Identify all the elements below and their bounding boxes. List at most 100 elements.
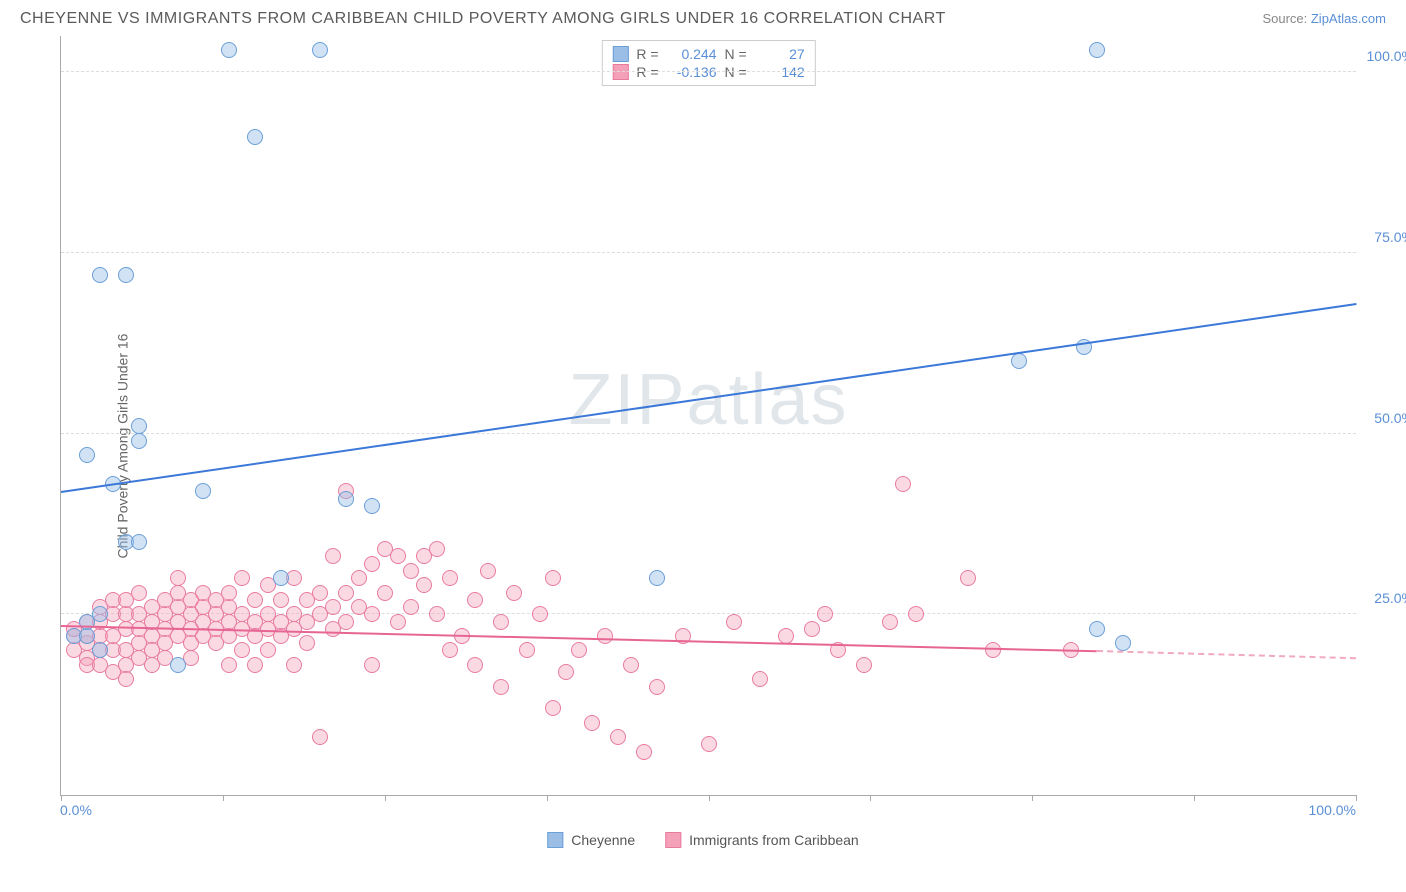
scatter-point bbox=[429, 606, 445, 622]
scatter-point bbox=[351, 570, 367, 586]
scatter-point bbox=[338, 614, 354, 630]
r-value-series1: 0.244 bbox=[667, 46, 717, 62]
scatter-point bbox=[701, 736, 717, 752]
scatter-point bbox=[312, 585, 328, 601]
scatter-point bbox=[92, 267, 108, 283]
stats-row-series1: R = 0.244 N = 27 bbox=[612, 45, 804, 63]
scatter-point bbox=[817, 606, 833, 622]
source-attribution: Source: ZipAtlas.com bbox=[1262, 11, 1386, 26]
scatter-point bbox=[338, 491, 354, 507]
scatter-point bbox=[519, 642, 535, 658]
scatter-point bbox=[390, 614, 406, 630]
stats-legend: R = 0.244 N = 27 R = -0.136 N = 142 bbox=[601, 40, 815, 86]
source-label: Source: bbox=[1262, 11, 1310, 26]
swatch-series1 bbox=[612, 46, 628, 62]
scatter-point bbox=[221, 42, 237, 58]
plot-area: ZIPatlas R = 0.244 N = 27 R = -0.136 N =… bbox=[60, 36, 1356, 796]
scatter-point bbox=[467, 592, 483, 608]
chart-title: CHEYENNE VS IMMIGRANTS FROM CARIBBEAN CH… bbox=[20, 10, 946, 28]
n-value-series1: 27 bbox=[755, 46, 805, 62]
scatter-point bbox=[131, 418, 147, 434]
scatter-point bbox=[480, 563, 496, 579]
y-tick-label: 100.0% bbox=[1367, 48, 1406, 64]
scatter-point bbox=[584, 715, 600, 731]
source-link[interactable]: ZipAtlas.com bbox=[1311, 11, 1386, 26]
scatter-point bbox=[247, 657, 263, 673]
scatter-point bbox=[985, 642, 1001, 658]
scatter-point bbox=[442, 570, 458, 586]
correlation-chart: Child Poverty Among Girls Under 16 ZIPat… bbox=[10, 36, 1396, 856]
scatter-point bbox=[493, 614, 509, 630]
gridline bbox=[61, 433, 1356, 434]
scatter-point bbox=[506, 585, 522, 601]
scatter-point bbox=[610, 729, 626, 745]
x-tick bbox=[709, 795, 710, 801]
scatter-point bbox=[273, 592, 289, 608]
scatter-point bbox=[726, 614, 742, 630]
scatter-point bbox=[92, 642, 108, 658]
scatter-point bbox=[364, 556, 380, 572]
scatter-point bbox=[234, 570, 250, 586]
x-tick bbox=[223, 795, 224, 801]
scatter-point bbox=[467, 657, 483, 673]
scatter-point bbox=[221, 657, 237, 673]
scatter-point bbox=[908, 606, 924, 622]
scatter-point bbox=[325, 599, 341, 615]
swatch-series1 bbox=[547, 832, 563, 848]
scatter-point bbox=[532, 606, 548, 622]
trend-line bbox=[61, 303, 1356, 493]
scatter-point bbox=[545, 700, 561, 716]
scatter-point bbox=[623, 657, 639, 673]
scatter-point bbox=[131, 585, 147, 601]
scatter-point bbox=[493, 679, 509, 695]
scatter-point bbox=[170, 570, 186, 586]
scatter-point bbox=[558, 664, 574, 680]
scatter-point bbox=[403, 599, 419, 615]
scatter-point bbox=[1089, 42, 1105, 58]
trend-line bbox=[1097, 650, 1356, 659]
x-tick bbox=[385, 795, 386, 801]
scatter-point bbox=[882, 614, 898, 630]
legend-item-series1: Cheyenne bbox=[547, 832, 635, 848]
scatter-point bbox=[403, 563, 419, 579]
scatter-point bbox=[247, 129, 263, 145]
scatter-point bbox=[195, 483, 211, 499]
x-tick bbox=[1356, 795, 1357, 801]
scatter-point bbox=[79, 447, 95, 463]
scatter-point bbox=[442, 642, 458, 658]
scatter-point bbox=[804, 621, 820, 637]
scatter-point bbox=[247, 592, 263, 608]
swatch-series2 bbox=[665, 832, 681, 848]
x-tick bbox=[1194, 795, 1195, 801]
scatter-point bbox=[429, 541, 445, 557]
scatter-point bbox=[286, 657, 302, 673]
legend-label-series1: Cheyenne bbox=[571, 832, 635, 848]
scatter-point bbox=[1115, 635, 1131, 651]
legend-label-series2: Immigrants from Caribbean bbox=[689, 832, 859, 848]
scatter-point bbox=[364, 606, 380, 622]
scatter-point bbox=[312, 42, 328, 58]
scatter-point bbox=[312, 729, 328, 745]
scatter-point bbox=[1089, 621, 1105, 637]
scatter-point bbox=[752, 671, 768, 687]
scatter-point bbox=[377, 585, 393, 601]
scatter-point bbox=[649, 679, 665, 695]
legend-item-series2: Immigrants from Caribbean bbox=[665, 832, 859, 848]
series-legend: Cheyenne Immigrants from Caribbean bbox=[547, 832, 858, 848]
x-axis-max-label: 100.0% bbox=[1309, 802, 1356, 818]
x-tick bbox=[547, 795, 548, 801]
scatter-point bbox=[364, 498, 380, 514]
gridline bbox=[61, 71, 1356, 72]
scatter-point bbox=[131, 534, 147, 550]
x-tick bbox=[61, 795, 62, 801]
r-label: R = bbox=[636, 46, 658, 62]
scatter-point bbox=[597, 628, 613, 644]
y-tick-label: 50.0% bbox=[1374, 410, 1406, 426]
scatter-point bbox=[299, 635, 315, 651]
scatter-point bbox=[338, 585, 354, 601]
scatter-point bbox=[364, 657, 380, 673]
scatter-point bbox=[895, 476, 911, 492]
scatter-point bbox=[649, 570, 665, 586]
scatter-point bbox=[221, 585, 237, 601]
scatter-point bbox=[79, 628, 95, 644]
